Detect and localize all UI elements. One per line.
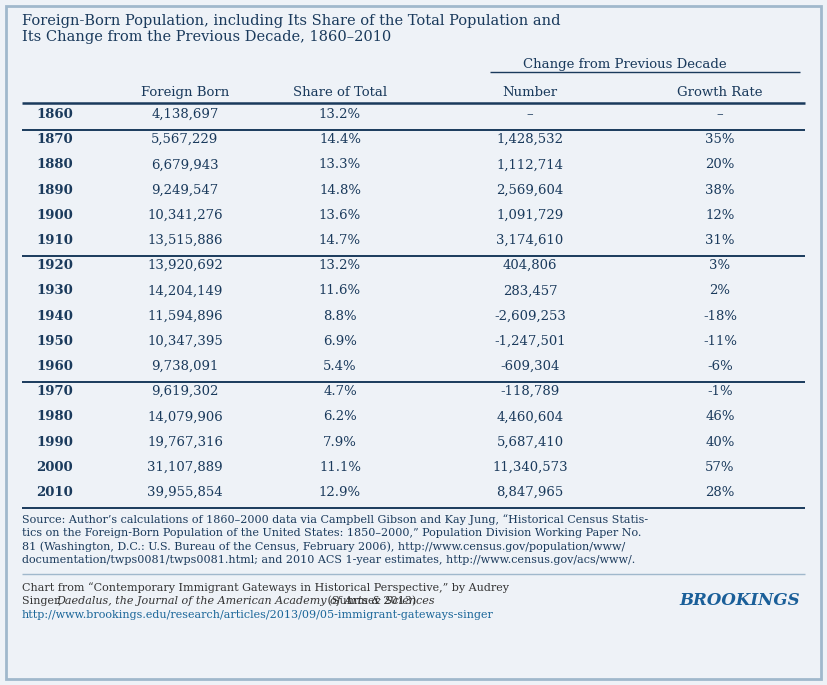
Text: 1860: 1860	[36, 108, 73, 121]
Text: –: –	[717, 108, 724, 121]
Text: 1910: 1910	[36, 234, 73, 247]
Text: 1960: 1960	[36, 360, 73, 373]
Text: 1,112,714: 1,112,714	[496, 158, 563, 171]
Text: 10,347,395: 10,347,395	[147, 335, 222, 348]
Text: 9,249,547: 9,249,547	[151, 184, 218, 197]
Text: 9,738,091: 9,738,091	[151, 360, 218, 373]
Text: 31%: 31%	[705, 234, 734, 247]
Text: 13.2%: 13.2%	[319, 259, 361, 272]
Text: 39,955,854: 39,955,854	[147, 486, 222, 499]
Text: Growth Rate: Growth Rate	[677, 86, 762, 99]
Text: 5,687,410: 5,687,410	[496, 436, 563, 449]
Text: 1980: 1980	[36, 410, 73, 423]
Text: Chart from “Contemporary Immigrant Gateways in Historical Perspective,” by Audre: Chart from “Contemporary Immigrant Gatew…	[22, 582, 509, 593]
Text: 4,460,604: 4,460,604	[496, 410, 563, 423]
Text: 2%: 2%	[710, 284, 730, 297]
Text: Share of Total: Share of Total	[293, 86, 387, 99]
Text: BROOKINGS: BROOKINGS	[679, 593, 800, 609]
Text: 1880: 1880	[36, 158, 73, 171]
Text: 19,767,316: 19,767,316	[147, 436, 223, 449]
Text: 6.9%: 6.9%	[323, 335, 357, 348]
Text: 11,594,896: 11,594,896	[147, 310, 222, 323]
Text: 14.7%: 14.7%	[319, 234, 361, 247]
Text: Its Change from the Previous Decade, 1860–2010: Its Change from the Previous Decade, 186…	[22, 30, 391, 44]
Text: -18%: -18%	[703, 310, 737, 323]
Text: 40%: 40%	[705, 436, 734, 449]
Text: (Summer 2013): (Summer 2013)	[324, 596, 416, 606]
Text: 4,138,697: 4,138,697	[151, 108, 218, 121]
Text: Source: Author’s calculations of 1860–2000 data via Campbell Gibson and Kay Jung: Source: Author’s calculations of 1860–20…	[22, 514, 648, 525]
Text: documentation/twps0081/twps0081.html; and 2010 ACS 1-year estimates, http://www.: documentation/twps0081/twps0081.html; an…	[22, 555, 635, 564]
Text: tics on the Foreign-Born Population of the United States: 1850–2000,” Population: tics on the Foreign-Born Population of t…	[22, 527, 642, 538]
Text: 14.4%: 14.4%	[319, 133, 361, 146]
Text: Number: Number	[503, 86, 557, 99]
Text: 12.9%: 12.9%	[319, 486, 361, 499]
Text: 1950: 1950	[36, 335, 73, 348]
Text: 1940: 1940	[36, 310, 73, 323]
Text: 81 (Washington, D.C.: U.S. Bureau of the Census, February 2006), http://www.cens: 81 (Washington, D.C.: U.S. Bureau of the…	[22, 541, 625, 551]
Text: 1920: 1920	[36, 259, 73, 272]
Text: 1,428,532: 1,428,532	[496, 133, 563, 146]
Text: http://www.brookings.edu/research/articles/2013/09/05-immigrant-gateways-singer: http://www.brookings.edu/research/articl…	[22, 610, 494, 620]
Text: 11.1%: 11.1%	[319, 461, 361, 474]
Text: -118,789: -118,789	[500, 385, 560, 398]
Text: Change from Previous Decade: Change from Previous Decade	[523, 58, 727, 71]
Text: –: –	[527, 108, 533, 121]
Text: -2,609,253: -2,609,253	[494, 310, 566, 323]
Text: 14.8%: 14.8%	[319, 184, 361, 197]
Text: 13.3%: 13.3%	[319, 158, 361, 171]
Text: 14,204,149: 14,204,149	[147, 284, 222, 297]
Text: -11%: -11%	[703, 335, 737, 348]
Text: 3,174,610: 3,174,610	[496, 234, 564, 247]
Text: 1900: 1900	[36, 209, 73, 222]
Text: 8,847,965: 8,847,965	[496, 486, 564, 499]
Text: 31,107,889: 31,107,889	[147, 461, 222, 474]
Text: 46%: 46%	[705, 410, 734, 423]
Text: 283,457: 283,457	[503, 284, 557, 297]
Text: 8.8%: 8.8%	[323, 310, 356, 323]
Text: 2000: 2000	[36, 461, 73, 474]
Text: 35%: 35%	[705, 133, 734, 146]
Text: -1%: -1%	[707, 385, 733, 398]
Text: 3%: 3%	[710, 259, 730, 272]
Text: Foreign-Born Population, including Its Share of the Total Population and: Foreign-Born Population, including Its S…	[22, 14, 561, 28]
Text: 13,515,886: 13,515,886	[147, 234, 222, 247]
Text: 7.9%: 7.9%	[323, 436, 357, 449]
Text: 57%: 57%	[705, 461, 734, 474]
Text: 2,569,604: 2,569,604	[496, 184, 564, 197]
Text: 1990: 1990	[36, 436, 73, 449]
Text: 1930: 1930	[36, 284, 73, 297]
Text: 12%: 12%	[705, 209, 734, 222]
Text: 38%: 38%	[705, 184, 734, 197]
Text: 1870: 1870	[36, 133, 73, 146]
Text: 13,920,692: 13,920,692	[147, 259, 222, 272]
Text: 1970: 1970	[36, 385, 73, 398]
Text: -609,304: -609,304	[500, 360, 560, 373]
Text: 13.6%: 13.6%	[319, 209, 361, 222]
Text: 404,806: 404,806	[503, 259, 557, 272]
Text: 11.6%: 11.6%	[319, 284, 361, 297]
Text: -1,247,501: -1,247,501	[495, 335, 566, 348]
Text: Daedalus, the Journal of the American Academy of Arts & Sciences: Daedalus, the Journal of the American Ac…	[56, 596, 435, 606]
Text: 9,619,302: 9,619,302	[151, 385, 218, 398]
Text: 6.2%: 6.2%	[323, 410, 357, 423]
Text: 6,679,943: 6,679,943	[151, 158, 219, 171]
Text: 5.4%: 5.4%	[323, 360, 356, 373]
Text: 20%: 20%	[705, 158, 734, 171]
Text: 28%: 28%	[705, 486, 734, 499]
Text: Singer,: Singer,	[22, 596, 65, 606]
Text: -6%: -6%	[707, 360, 733, 373]
Text: 11,340,573: 11,340,573	[492, 461, 568, 474]
Text: 1,091,729: 1,091,729	[496, 209, 564, 222]
Text: 10,341,276: 10,341,276	[147, 209, 222, 222]
Text: 1890: 1890	[36, 184, 73, 197]
Text: 4.7%: 4.7%	[323, 385, 357, 398]
Text: 5,567,229: 5,567,229	[151, 133, 218, 146]
Text: Foreign Born: Foreign Born	[141, 86, 229, 99]
Text: 2010: 2010	[36, 486, 73, 499]
Text: 14,079,906: 14,079,906	[147, 410, 222, 423]
Text: 13.2%: 13.2%	[319, 108, 361, 121]
